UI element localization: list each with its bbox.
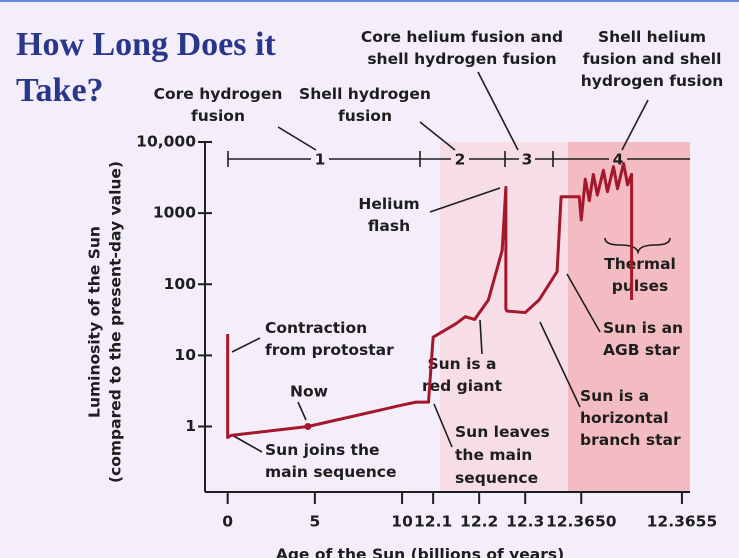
pointer	[419, 121, 456, 151]
annotation: Now	[290, 383, 328, 401]
x-tick-label: 12.2	[460, 513, 498, 531]
phase-label-bg	[451, 150, 469, 168]
annotation: Sun joins the main sequence	[265, 441, 396, 481]
pointer	[297, 401, 307, 421]
x-tick-label: 5	[309, 513, 320, 531]
x-tick-label: 10	[391, 513, 413, 531]
y-tick-label: 1000	[153, 204, 196, 222]
now-marker	[304, 423, 312, 431]
x-tick-label: 0	[222, 513, 233, 531]
phase-text: Shell helium fusion and shell hydrogen fus…	[581, 28, 724, 90]
phase-number: 4	[613, 151, 624, 169]
phase-number: 1	[315, 151, 326, 169]
annotation: Contraction from protostar	[265, 319, 394, 359]
annotation: Sun leaves the main sequence	[455, 423, 550, 487]
x-tick-label: 12.3655	[647, 513, 718, 531]
luminosity-line	[226, 161, 634, 440]
pointer	[433, 403, 453, 448]
pointer	[566, 273, 601, 333]
phase-bar: 1 2 3 4 Core hydrogen fusion Shell hydrog…	[154, 28, 724, 169]
x-axis-label: Age of the Sun (billions of years)	[276, 546, 564, 558]
phase-text: Core hydrogen fusion	[154, 85, 283, 125]
phase-text: Shell hydrogen fusion	[299, 85, 431, 125]
y-axis-label: (compared to the present-day value)	[107, 161, 125, 483]
pointer	[231, 337, 261, 353]
y-tick-label: 10,000	[136, 133, 196, 151]
pointer	[277, 126, 317, 151]
pointer	[477, 71, 519, 151]
annotation: Sun is a horizontal branch star	[580, 387, 681, 449]
y-tick-label: 100	[164, 275, 197, 293]
x-tick-label: 12.3	[506, 513, 544, 531]
annotation: Sun is a red giant	[422, 355, 503, 395]
brace	[604, 237, 671, 255]
phase-label-bg	[519, 150, 535, 168]
pointer	[231, 434, 263, 453]
pointer	[621, 99, 649, 151]
x-tick-label: 12.1	[414, 513, 452, 531]
annotations: Helium flash Thermal pulses Contraction fro…	[231, 187, 683, 487]
phase-number: 3	[522, 151, 533, 169]
phase-number: 2	[455, 151, 466, 169]
slide-title: How Long Does it Take?	[16, 26, 276, 109]
annotation: Thermal pulses	[604, 255, 676, 295]
y-tick-label: 1	[185, 417, 196, 435]
phase-text: Core helium fusion and shell hydrogen fus…	[361, 28, 563, 68]
pointer	[479, 319, 483, 355]
annotation: Helium flash	[358, 195, 419, 235]
y-axis-label: Luminosity of the Sun	[86, 226, 104, 418]
y-tick-label: 10	[174, 346, 196, 364]
pointer	[429, 187, 501, 213]
annotation: Sun is an AGB star	[603, 319, 683, 359]
pointer	[539, 321, 581, 408]
phase-label-bg	[311, 150, 329, 168]
x-tick-label: 12.3650	[546, 513, 617, 531]
